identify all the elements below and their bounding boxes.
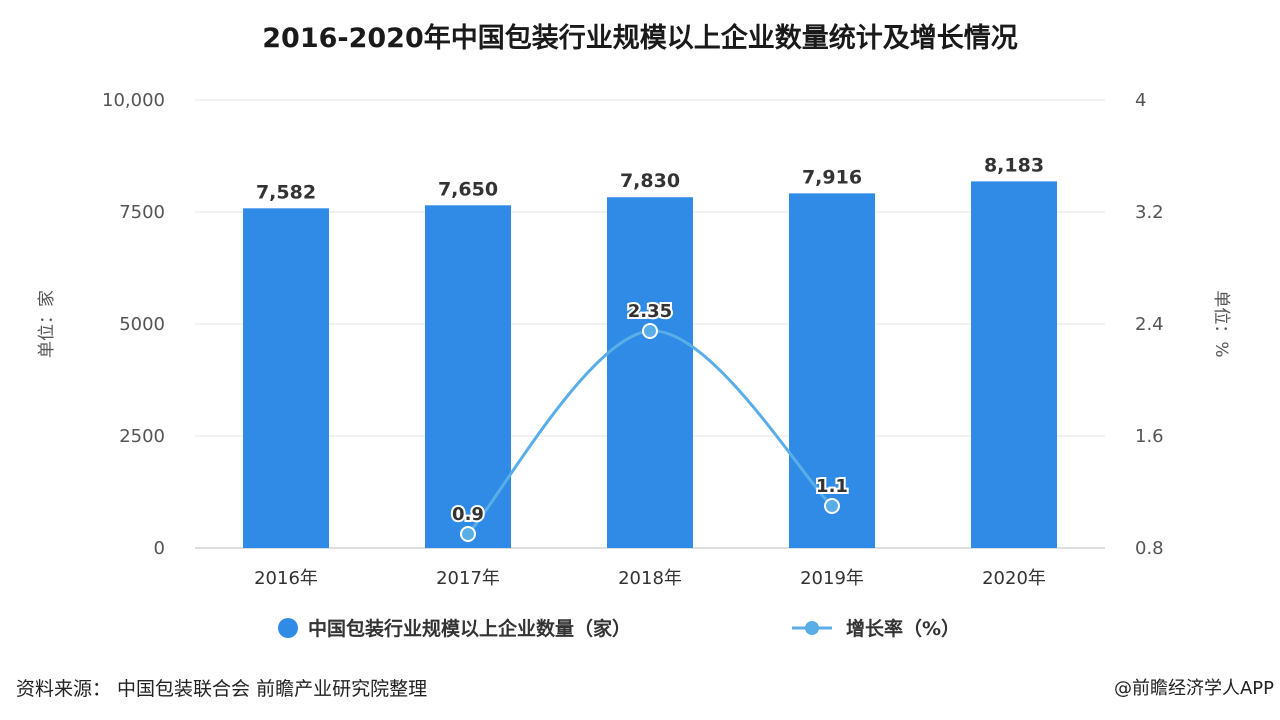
growth-value-label: 1.1 — [816, 476, 848, 497]
growth-point — [824, 498, 840, 514]
y-left-axis-title: 单位：家 — [37, 290, 57, 358]
bar — [243, 208, 329, 548]
bar — [607, 197, 693, 548]
y-left-tick-label: 5000 — [119, 314, 165, 335]
growth-value-label: 0.9 — [452, 504, 484, 525]
y-right-tick-label: 0.8 — [1135, 538, 1164, 559]
growth-point — [460, 526, 476, 542]
brand-text: @前瞻经济学人APP — [1113, 678, 1274, 699]
growth-value-label: 2.35 — [628, 301, 672, 322]
label-layer: 7,582 7,650 7,830 7,916 8,183 0.9 2.35 1.1 — [256, 154, 1044, 527]
y-right-tick-label: 2.4 — [1135, 314, 1164, 335]
bar-value-label: 7,830 — [620, 170, 680, 192]
y-right-tick-label: 1.6 — [1135, 426, 1164, 447]
legend-line-dot — [805, 621, 819, 635]
growth-point — [642, 323, 658, 339]
bar-layer — [243, 181, 1057, 548]
x-tick-label: 2019年 — [800, 568, 864, 589]
x-tick-label: 2018年 — [618, 568, 682, 589]
x-tick-label: 2020年 — [982, 568, 1046, 589]
bar-value-label: 7,582 — [256, 181, 316, 203]
legend-layer: 中国包装行业规模以上企业数量（家） 增长率（%） — [278, 617, 960, 640]
legend-bar-label: 中国包装行业规模以上企业数量（家） — [308, 617, 631, 640]
source-text: 资料来源： 中国包装联合会 前瞻产业研究院整理 — [16, 678, 428, 700]
x-tick-label: 2017年 — [436, 568, 500, 589]
legend-line-label: 增长率（%） — [846, 617, 960, 640]
y-right-tick-label: 4 — [1135, 90, 1146, 111]
y-left-tick-label: 10,000 — [102, 90, 165, 111]
y-right-axis-title: 单位：% — [1211, 290, 1231, 357]
y-left-tick-label: 2500 — [119, 426, 165, 447]
bar-value-label: 7,650 — [438, 178, 498, 200]
legend-bar-marker — [278, 618, 298, 638]
bar — [971, 181, 1057, 548]
bar — [425, 205, 511, 548]
line-layer — [460, 323, 840, 542]
chart-title: 2016-2020年中国包装行业规模以上企业数量统计及增长情况 — [262, 23, 1018, 54]
bar-value-label: 8,183 — [984, 154, 1044, 176]
y-left-tick-label: 0 — [154, 538, 165, 559]
y-left-tick-label: 7500 — [119, 202, 165, 223]
bar-value-label: 7,916 — [802, 166, 862, 188]
axis-layer: 0 2500 5000 7500 10,000 0.8 1.6 2.4 3.2 4 2016年 201… — [37, 90, 1231, 589]
y-right-tick-label: 3.2 — [1135, 202, 1164, 223]
bar — [789, 193, 875, 548]
x-tick-label: 2016年 — [254, 568, 318, 589]
